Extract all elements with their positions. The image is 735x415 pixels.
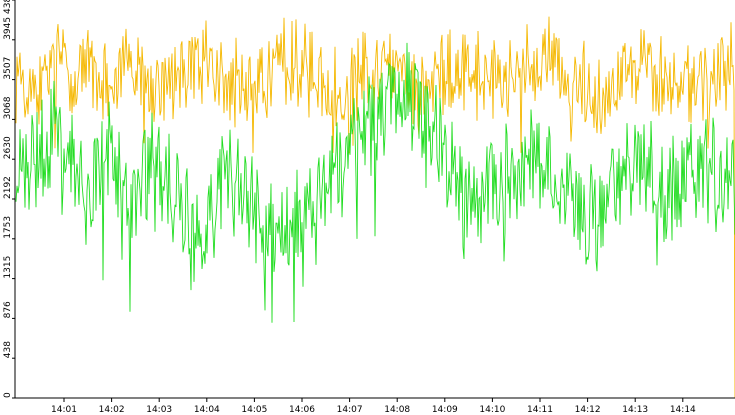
- x-tick-label: 14:08: [384, 405, 410, 415]
- x-tick-label: 14:11: [527, 405, 553, 415]
- x-tick-label: 14:01: [51, 405, 77, 415]
- x-tick-label: 14:02: [99, 405, 125, 415]
- y-tick-label: 3507: [3, 57, 13, 80]
- x-tick-label: 14:10: [479, 405, 505, 415]
- x-tick-label: 14:13: [622, 405, 648, 415]
- x-tick-label: 14:04: [194, 405, 220, 415]
- series-layer: [15, 16, 735, 399]
- y-tick-label: 2192: [3, 176, 13, 199]
- y-tick-label: 876: [3, 301, 13, 318]
- y-tick-label: 1315: [3, 256, 13, 279]
- x-tick-label: 14:03: [146, 405, 172, 415]
- x-tick-label: 14:06: [289, 405, 315, 415]
- plot-area: [15, 16, 735, 399]
- x-tick-label: 14:12: [575, 405, 601, 415]
- y-tick-label: 3068: [3, 96, 13, 119]
- axes: 043887613151753219226303068350739454384 …: [3, 0, 735, 415]
- y-tick-label: 2630: [3, 136, 13, 159]
- series-line-0: [15, 16, 735, 399]
- x-tick-label: 14:07: [337, 405, 363, 415]
- x-tick-label: 14:05: [241, 405, 267, 415]
- y-tick-label: 0: [3, 392, 13, 398]
- y-tick-label: 4384: [3, 0, 13, 14]
- y-tick-label: 3945: [3, 17, 13, 40]
- y-tick-label: 1753: [3, 216, 13, 239]
- y-ticks: 0 438 876 1315 1753 2192 2630 3068 3507 3945 4384: [3, 0, 15, 399]
- x-ticks: 14:01 14:02 14:03 14:04 14:05 14:06 14:07 14:08…: [51, 398, 696, 415]
- series-line-1: [15, 42, 735, 323]
- x-tick-label: 14:14: [670, 405, 696, 415]
- y-tick-label: 438: [3, 341, 13, 358]
- x-tick-label: 14:09: [432, 405, 458, 415]
